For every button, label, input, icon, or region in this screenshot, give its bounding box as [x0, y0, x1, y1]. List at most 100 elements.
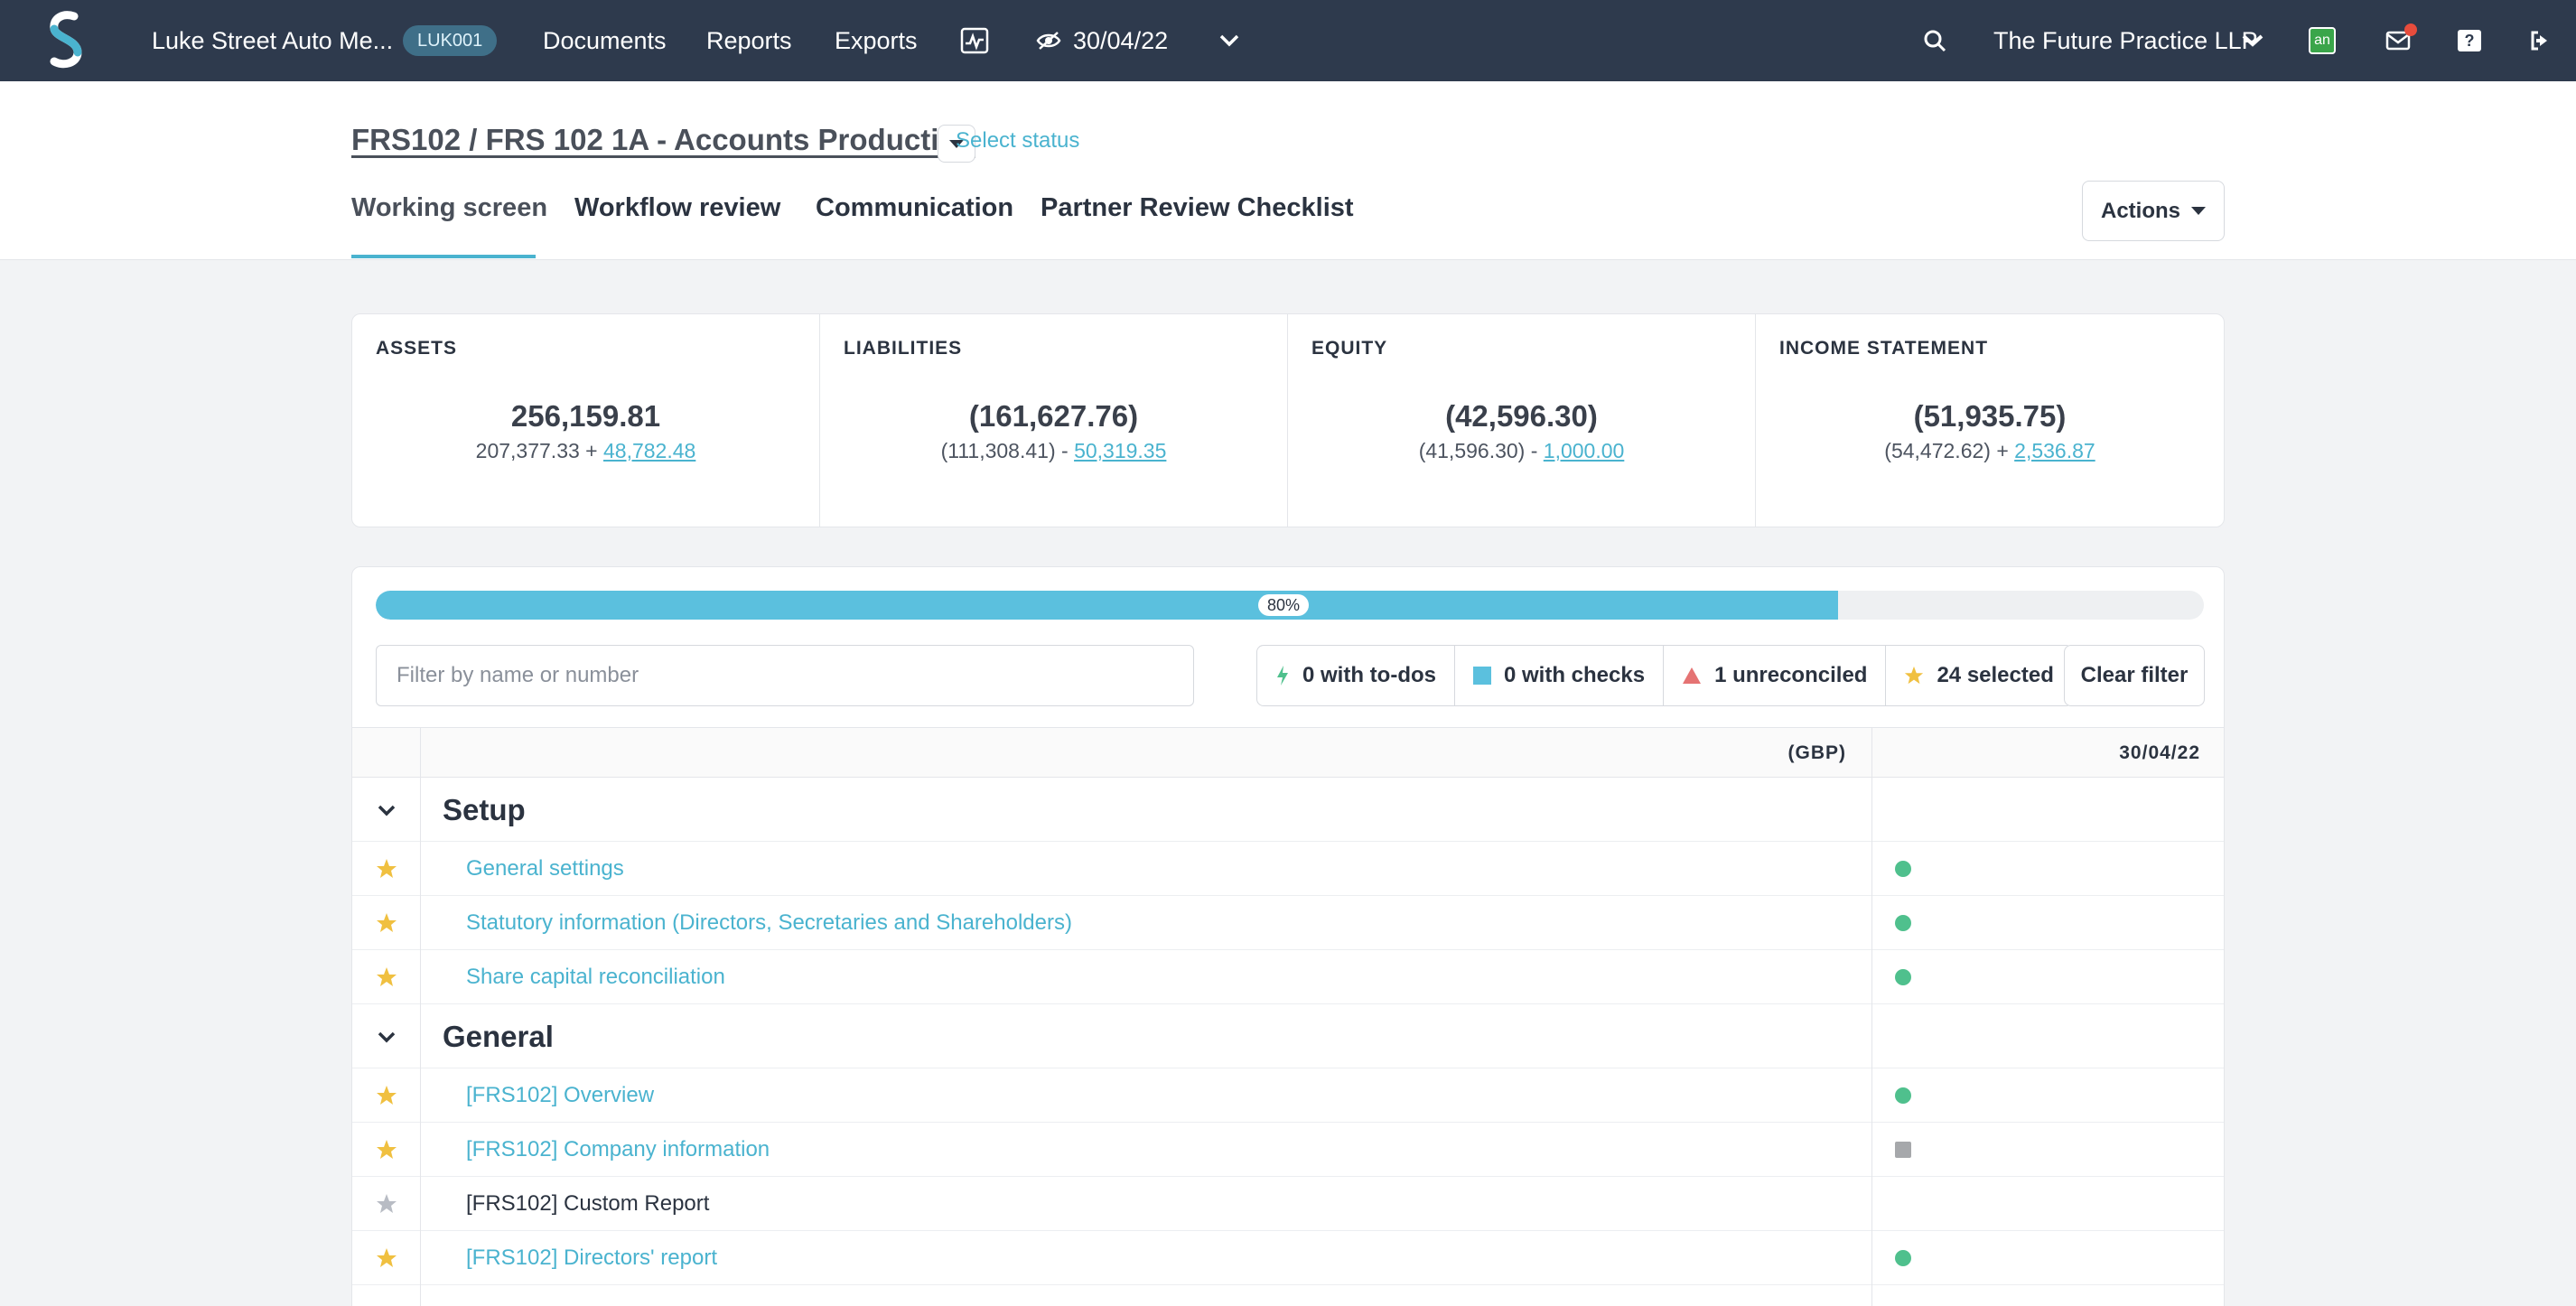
page-title[interactable]: FRS102 / FRS 102 1A - Accounts Productio…: [351, 123, 975, 156]
star-icon[interactable]: [376, 1247, 397, 1269]
eye-icon: [1032, 24, 1065, 57]
chip-unreconciled[interactable]: 1 unreconciled: [1664, 646, 1887, 705]
client-code-badge: LUK001: [403, 25, 498, 56]
user-initials: an: [2309, 27, 2336, 54]
star-icon[interactable]: [376, 1085, 397, 1106]
column-header-date: 30/04/22: [2119, 742, 2200, 763]
nav-reports[interactable]: Reports: [706, 27, 792, 54]
row-name[interactable]: [FRS102] Directors' report: [466, 1245, 718, 1270]
status-ok-icon: [1895, 1250, 1911, 1266]
table-row[interactable]: General settings: [352, 842, 2224, 896]
summary-card: ASSETS 256,159.81 207,377.33 + 48,782.48…: [351, 313, 2225, 527]
column-divider: [1871, 727, 1872, 1306]
status-ok-icon: [1895, 861, 1911, 877]
table-row[interactable]: [FRS102] Overview: [352, 1068, 2224, 1123]
summary-income-statement: INCOME STATEMENT (51,935.75) (54,472.62)…: [1756, 314, 2224, 527]
nav-documents[interactable]: Documents: [543, 27, 667, 54]
actions-button[interactable]: Actions: [2082, 181, 2225, 241]
summary-adjustment-link[interactable]: 1,000.00: [1543, 439, 1625, 462]
chip-selected[interactable]: 24 selected: [1886, 646, 2071, 705]
row-name[interactable]: General settings: [466, 856, 624, 881]
mail-icon[interactable]: [2382, 24, 2414, 57]
summary-value: (161,627.76): [968, 399, 1139, 433]
chip-todos[interactable]: 0 with to-dos: [1257, 646, 1455, 705]
section-row[interactable]: Setup: [352, 778, 2224, 842]
summary-base: (111,308.41) -: [940, 439, 1075, 462]
star-icon[interactable]: [376, 1193, 397, 1215]
practice-name[interactable]: The Future Practice LLP: [1993, 27, 2258, 54]
tab-partner-review-checklist[interactable]: Partner Review Checklist: [1041, 193, 1354, 222]
practice-chevron-icon[interactable]: [2236, 24, 2269, 57]
row-name[interactable]: [FRS102] Company information: [466, 1137, 770, 1161]
section-title: Setup: [443, 793, 526, 826]
active-tab-indicator: [351, 255, 536, 258]
summary-liabilities: LIABILITIES (161,627.76) (111,308.41) - …: [820, 314, 1288, 527]
actions-label: Actions: [2100, 198, 2180, 223]
chip-checks[interactable]: 0 with checks: [1455, 646, 1665, 705]
star-icon[interactable]: [376, 912, 397, 934]
clear-filter-button[interactable]: Clear filter: [2064, 645, 2205, 706]
summary-adjustment-link[interactable]: 48,782.48: [603, 439, 696, 462]
table-row[interactable]: Share capital reconciliation: [352, 950, 2224, 1004]
chip-label: 0 with to-dos: [1302, 663, 1436, 687]
chevron-down-icon[interactable]: [376, 1026, 397, 1048]
row-name[interactable]: Share capital reconciliation: [466, 965, 725, 989]
caret-down-icon: [949, 139, 964, 148]
table-row[interactable]: [FRS102] Directors' report: [352, 1231, 2224, 1285]
nav-exports[interactable]: Exports: [835, 27, 918, 54]
period-date[interactable]: 30/04/22: [1073, 27, 1169, 54]
chip-label: 0 with checks: [1503, 663, 1646, 687]
star-icon[interactable]: [376, 858, 397, 880]
summary-adjustment-link[interactable]: 2,536.87: [2014, 439, 2095, 462]
summary-breakdown: 207,377.33 + 48,782.48: [352, 439, 819, 463]
accounts-table: (GBP) 30/04/22 Setup General settings Stat…: [352, 727, 2224, 1306]
summary-breakdown: (41,596.30) - 1,000.00: [1288, 439, 1755, 463]
tab-workflow-review[interactable]: Workflow review: [574, 193, 781, 222]
working-screen-card: 80% 0 with to-dos 0 with checks 1 unreco…: [351, 566, 2225, 1306]
table-row[interactable]: [FRS102] Custom Report: [352, 1177, 2224, 1231]
table-row[interactable]: Statutory information (Directors, Secret…: [352, 896, 2224, 950]
summary-value: 256,159.81: [510, 399, 661, 433]
section-title: General: [443, 1020, 554, 1053]
status-ok-icon: [1895, 1087, 1911, 1104]
summary-base: (54,472.62) +: [1884, 439, 2015, 462]
summary-label: ASSETS: [376, 338, 458, 359]
star-icon[interactable]: [376, 966, 397, 988]
summary-base: 207,377.33 +: [475, 439, 603, 462]
logo-icon[interactable]: [47, 11, 85, 70]
table-row[interactable]: [FRS102] Company information: [352, 1123, 2224, 1177]
client-name[interactable]: Luke Street Auto Me...: [152, 27, 394, 54]
summary-label: EQUITY: [1311, 338, 1388, 359]
caret-down-icon: [2191, 207, 2206, 215]
logout-icon[interactable]: [2525, 24, 2557, 57]
title-dropdown-button[interactable]: [938, 125, 975, 163]
user-avatar[interactable]: an: [2306, 24, 2338, 57]
row-name: [FRS102] Custom Report: [466, 1191, 710, 1216]
row-name[interactable]: [FRS102] Overview: [466, 1083, 655, 1107]
tab-working-screen[interactable]: Working screen: [351, 193, 548, 222]
table-header: (GBP) 30/04/22: [352, 727, 2224, 778]
section-row[interactable]: General: [352, 1004, 2224, 1068]
tab-communication[interactable]: Communication: [816, 193, 1014, 222]
summary-adjustment-link[interactable]: 50,319.35: [1074, 439, 1167, 462]
activity-icon[interactable]: [958, 24, 991, 57]
lightning-icon: [1277, 666, 1288, 686]
status-ok-icon: [1895, 915, 1911, 931]
filter-chips: 0 with to-dos 0 with checks 1 unreconcil…: [1256, 645, 2073, 706]
row-name[interactable]: Statutory information (Directors, Secret…: [466, 910, 1072, 935]
select-status-link[interactable]: Select status: [956, 128, 1080, 153]
status-pending-icon: [1895, 1142, 1911, 1158]
chevron-down-icon[interactable]: [376, 799, 397, 821]
warning-triangle-icon: [1683, 667, 1702, 684]
filter-input[interactable]: [376, 645, 1194, 706]
chevron-down-icon[interactable]: [1213, 24, 1246, 57]
chip-label: 24 selected: [1937, 663, 2054, 687]
search-icon[interactable]: [1918, 24, 1951, 57]
page-header: FRS102 / FRS 102 1A - Accounts Productio…: [0, 81, 2576, 260]
help-icon[interactable]: ?: [2453, 24, 2486, 57]
summary-label: INCOME STATEMENT: [1779, 338, 1989, 359]
column-header-currency: (GBP): [1787, 742, 1846, 763]
summary-label: LIABILITIES: [844, 338, 963, 359]
star-icon[interactable]: [376, 1139, 397, 1161]
progress-label: 80%: [1258, 594, 1310, 616]
